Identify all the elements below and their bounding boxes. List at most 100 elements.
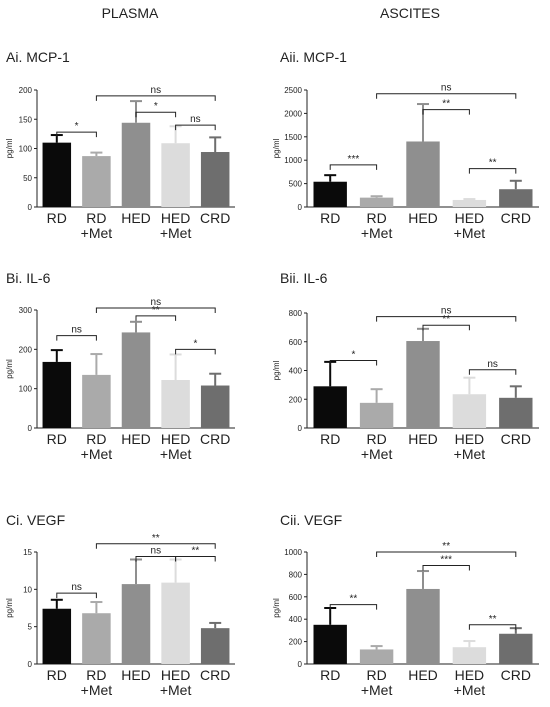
x-tick-label: RD xyxy=(366,667,386,683)
significance-label: * xyxy=(75,121,79,132)
x-tick-label: RD xyxy=(47,431,67,447)
x-tick-label: HED xyxy=(455,667,485,683)
column-header-plasma: PLASMA xyxy=(102,5,159,21)
x-tick-label: RD xyxy=(47,667,67,683)
significance-label: ns xyxy=(71,325,82,336)
significance-bracket xyxy=(56,131,97,138)
x-tick-label: RD xyxy=(366,431,386,447)
y-tick-label: 1500 xyxy=(284,133,302,142)
x-tick-label: RD xyxy=(86,431,106,447)
significance-bracket xyxy=(175,555,216,562)
significance-bracket xyxy=(175,124,216,131)
x-tick-label: +Met xyxy=(160,225,192,241)
bar xyxy=(42,142,72,207)
y-axis-label: pg/ml xyxy=(5,598,14,618)
x-tick-label: CRD xyxy=(501,210,531,226)
x-tick-label: HED xyxy=(161,210,191,226)
significance-label: ** xyxy=(489,614,497,625)
y-tick-label: 200 xyxy=(289,395,303,404)
significance-bracket xyxy=(135,111,177,118)
significance-bracket xyxy=(376,93,517,99)
y-tick-label: 1000 xyxy=(284,156,302,165)
significance-label: *** xyxy=(440,554,452,565)
y-tick-label: 300 xyxy=(19,306,33,315)
y-tick-label: 0 xyxy=(28,660,33,669)
bar xyxy=(499,633,533,664)
significance-label: ** xyxy=(489,158,497,169)
significance-label: ** xyxy=(442,99,450,110)
x-tick-label: +Met xyxy=(454,446,486,462)
significance-label: ** xyxy=(152,533,160,544)
x-tick-label: +Met xyxy=(160,682,192,698)
significance-bracket xyxy=(422,109,470,115)
x-tick-label: CRD xyxy=(501,667,531,683)
significance-bracket xyxy=(422,564,470,571)
significance-label: ** xyxy=(442,541,450,552)
x-tick-label: +Met xyxy=(81,225,113,241)
bar xyxy=(313,386,347,428)
significance-label: * xyxy=(351,349,355,360)
y-tick-label: 0 xyxy=(298,424,303,433)
bar xyxy=(359,649,394,664)
significance-label: ns xyxy=(71,582,82,593)
y-tick-label: 100 xyxy=(19,145,33,154)
y-tick-label: 0 xyxy=(298,203,303,212)
significance-bracket xyxy=(95,95,216,101)
y-tick-label: 100 xyxy=(19,385,33,394)
significance-bracket xyxy=(329,164,378,170)
x-tick-label: HED xyxy=(408,431,438,447)
x-tick-label: RD xyxy=(86,210,106,226)
significance-bracket xyxy=(376,551,517,557)
bar xyxy=(406,588,440,664)
significance-label: ** xyxy=(192,545,200,556)
x-tick-label: RD xyxy=(320,667,340,683)
bar xyxy=(121,332,151,428)
x-tick-label: CRD xyxy=(501,431,531,447)
significance-label: ns xyxy=(151,297,162,308)
significance-label: ** xyxy=(442,314,450,325)
bar xyxy=(161,143,190,207)
chart-title: Cii. VEGF xyxy=(280,512,342,528)
y-tick-label: 200 xyxy=(289,638,303,647)
x-tick-label: +Met xyxy=(454,682,486,698)
chart-title: Bi. IL-6 xyxy=(6,270,51,286)
bar xyxy=(452,199,487,207)
significance-bracket xyxy=(175,348,216,355)
y-tick-label: 50 xyxy=(23,174,32,183)
y-tick-label: 0 xyxy=(298,660,303,669)
y-tick-label: 150 xyxy=(19,115,33,124)
x-tick-label: HED xyxy=(121,210,151,226)
significance-label: ** xyxy=(350,594,358,605)
bar xyxy=(161,582,190,664)
y-tick-label: 2500 xyxy=(284,86,302,95)
x-tick-label: RD xyxy=(320,431,340,447)
bar xyxy=(82,613,111,664)
chart-title: Ai. MCP-1 xyxy=(6,49,70,65)
y-tick-label: 600 xyxy=(289,338,303,347)
bar xyxy=(359,197,394,207)
x-tick-label: RD xyxy=(47,210,67,226)
column-header-ascites: ASCITES xyxy=(380,5,440,21)
x-tick-label: HED xyxy=(408,210,438,226)
x-tick-label: RD xyxy=(320,210,340,226)
x-tick-label: HED xyxy=(121,667,151,683)
significance-label: ns xyxy=(151,85,162,96)
x-tick-label: +Met xyxy=(361,446,393,462)
y-axis-label: pg/ml xyxy=(272,138,281,158)
x-tick-label: HED xyxy=(408,667,438,683)
x-tick-label: CRD xyxy=(200,667,230,683)
significance-bracket xyxy=(468,369,517,375)
significance-bracket xyxy=(329,604,378,610)
y-tick-label: 600 xyxy=(289,593,303,602)
chart-title: Aii. MCP-1 xyxy=(280,49,347,65)
significance-label: ns xyxy=(441,83,452,94)
y-tick-label: 200 xyxy=(19,86,33,95)
chart-title: Ci. VEGF xyxy=(6,512,65,528)
y-axis-label: pg/ml xyxy=(272,598,281,618)
bar xyxy=(200,152,230,207)
x-tick-label: +Met xyxy=(361,225,393,241)
bar xyxy=(406,341,440,428)
